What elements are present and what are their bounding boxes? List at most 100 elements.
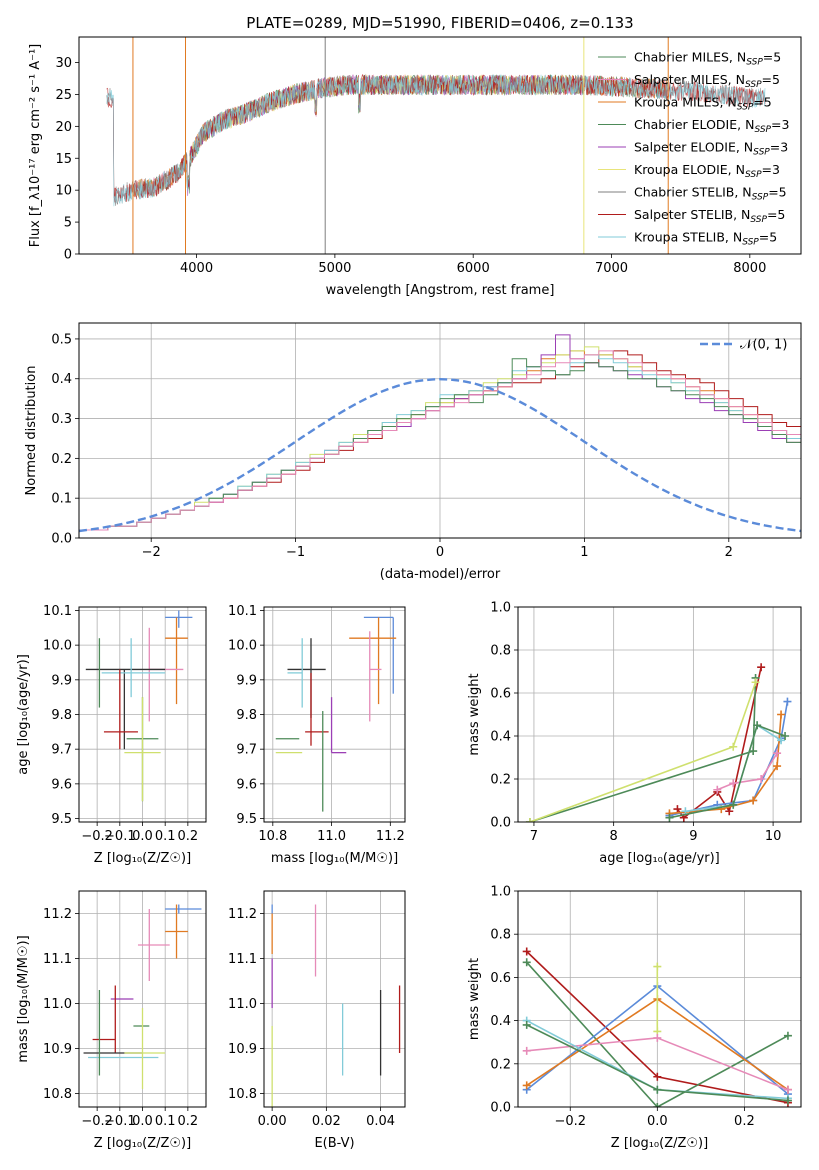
weight-marker: [653, 962, 662, 971]
weight-marker: [653, 1085, 662, 1094]
mass_vs_Z-marks: [83, 904, 202, 1089]
x-tick-label: 8000: [733, 261, 766, 276]
mass_vs_Z-axes: −0.2−0.10.0 0.1 0.2 10.8 10.9 11.0 11.1 11.2 Z […: [16, 890, 207, 1151]
x-axis-label: E(B-V): [314, 1136, 354, 1151]
mass_vs_ebv-axes: 0.00 0.02 0.04 10.8 10.9 11.0 11.1 11.2 E(B-V): [228, 890, 406, 1151]
y-tick-label: 11.0: [43, 997, 72, 1012]
x-tick-label: 2: [725, 545, 733, 560]
x-tick-label: 0.02: [312, 1114, 341, 1129]
weight-marker: [729, 742, 738, 751]
x-tick-label: −2: [142, 545, 161, 560]
y-tick-label: 20: [55, 120, 72, 135]
y-tick-label: 10.8: [228, 1087, 257, 1102]
y-tick-label: 9.9: [236, 673, 257, 688]
weight-marker: [773, 749, 782, 758]
y-tick-label: 0.4: [51, 372, 72, 387]
weight-marker: [783, 1031, 792, 1040]
weight-marker: [777, 736, 786, 745]
y-tick-label: 0.3: [51, 412, 72, 427]
axes-frame: [78, 322, 802, 539]
y-tick-label: 0.6: [490, 687, 511, 702]
x-tick-label: 11.0: [317, 829, 346, 844]
weight-marker: [749, 796, 758, 805]
x-axis-label: Z [log₁₀(Z/Z☉)]: [94, 1136, 191, 1151]
y-tick-label: 0.4: [490, 730, 511, 745]
y-tick-label: 11.2: [228, 907, 257, 922]
y-axis-label: Flux [f_λ10⁻¹⁷ erg cm⁻² s⁻¹ A⁻¹]: [28, 44, 43, 248]
x-tick-label: 11.2: [376, 829, 405, 844]
x-tick-label: −0.2: [554, 1114, 586, 1129]
y-axis-label: mass [log₁₀(M/M☉)]: [16, 935, 31, 1062]
y-tick-label: 10: [55, 184, 72, 199]
weight-marker: [751, 678, 760, 687]
y-tick-label: 9.9: [51, 673, 72, 688]
weight_vs_Z-marks: [522, 947, 792, 1107]
weight-marker: [525, 818, 534, 822]
x-tick-label: −0.1: [104, 829, 136, 844]
weight-marker: [713, 785, 722, 794]
x-tick-label: 10.8: [258, 829, 287, 844]
x-tick-label: −0.2: [81, 829, 113, 844]
x-tick-label: 8: [610, 829, 618, 844]
y-tick-label: 0.1: [51, 492, 72, 507]
x-axis-label: (data-model)/error: [380, 567, 501, 582]
legend-label: Salpeter STELIB, NSSP=5: [634, 207, 785, 225]
x-tick-label: 0.1: [155, 1114, 176, 1129]
y-tick-label: 10.1: [228, 604, 257, 619]
axes-frame: [263, 890, 406, 1108]
x-tick-label: 0.2: [734, 1114, 755, 1129]
y-tick-label: 15: [55, 152, 72, 167]
x-tick-label: 4000: [180, 261, 213, 276]
y-tick-label: 0.0: [490, 816, 511, 831]
x-tick-label: 0: [436, 545, 444, 560]
x-tick-label: −0.1: [104, 1114, 136, 1129]
x-tick-label: −0.2: [81, 1114, 113, 1129]
age_vs_mass-marks: [275, 616, 397, 812]
age_vs_Z-marks: [85, 610, 193, 802]
x-tick-label: −1: [286, 545, 305, 560]
x-tick-label: 9: [689, 829, 697, 844]
weight-marker: [665, 813, 674, 822]
weight-marker: [522, 947, 531, 956]
y-tick-label: 0.0: [490, 1101, 511, 1116]
x-tick-label: 0.0: [132, 1114, 153, 1129]
x-tick-label: 0.2: [178, 1114, 199, 1129]
y-tick-label: 10.8: [43, 1087, 72, 1102]
weight-marker: [783, 697, 792, 706]
age_vs_Z-axes: −0.2−0.10.0 0.1 0.2 9.5 9.6 9.7 9.8 9.9 10.0 10.1…: [16, 604, 207, 866]
weight-marker: [757, 775, 766, 783]
axes-frame: [78, 606, 207, 823]
x-tick-label: 7: [530, 829, 538, 844]
legend-label: Salpeter ELODIE, NSSP=3: [634, 140, 788, 158]
y-tick-label: 0.2: [490, 773, 511, 788]
weight-marker: [729, 800, 738, 809]
y-tick-label: 1.0: [490, 885, 511, 900]
y-tick-label: 9.7: [236, 743, 257, 758]
figure-title: PLATE=0289, MJD=51990, FIBERID=0406, z=0…: [246, 14, 633, 32]
weight-marker: [725, 807, 734, 816]
y-tick-label: 0.2: [51, 452, 72, 467]
y-tick-label: 25: [55, 88, 72, 103]
y-tick-label: 11.2: [43, 907, 72, 922]
spectrum-line: [106, 74, 766, 207]
residuals-axes: −2 −1 0 1 2 0.0 0.1 0.2 0.3 0.4 0.5 (data-model)/er…: [24, 322, 802, 582]
spectrum-axes: 4000 5000 6000 7000 8000 0 5 10 15 20 25 30 waveleng…: [28, 36, 802, 298]
weight_vs_Z-axes: −0.2 0.0 0.2 0.0 0.2 0.4 0.6 0.8 1.0 Z [log₁₀(Z/Z…: [467, 885, 802, 1151]
spectrum-legend: Chabrier MILES, NSSP=5 Salpeter MILES, NS…: [598, 50, 789, 248]
plot-area: [264, 891, 405, 1107]
weight-marker: [673, 805, 682, 814]
spectrum-marks: [106, 37, 766, 254]
y-tick-label: 9.6: [236, 777, 257, 792]
x-axis-label: Z [log₁₀(Z/Z☉)]: [94, 851, 191, 866]
axes-frame: [78, 36, 802, 255]
weight-marker: [781, 732, 790, 740]
y-tick-label: 11.0: [228, 997, 257, 1012]
y-tick-label: 10.9: [43, 1042, 72, 1057]
y-tick-label: 0.2: [490, 1057, 511, 1072]
x-axis-label: mass [log₁₀(M/M☉)]: [271, 851, 398, 866]
y-axis-label: mass weight: [467, 673, 482, 755]
x-tick-label: 5000: [318, 261, 351, 276]
x-tick-label: 10: [765, 829, 782, 844]
x-tick-label: 0.1: [155, 829, 176, 844]
y-tick-label: 9.8: [51, 708, 72, 723]
